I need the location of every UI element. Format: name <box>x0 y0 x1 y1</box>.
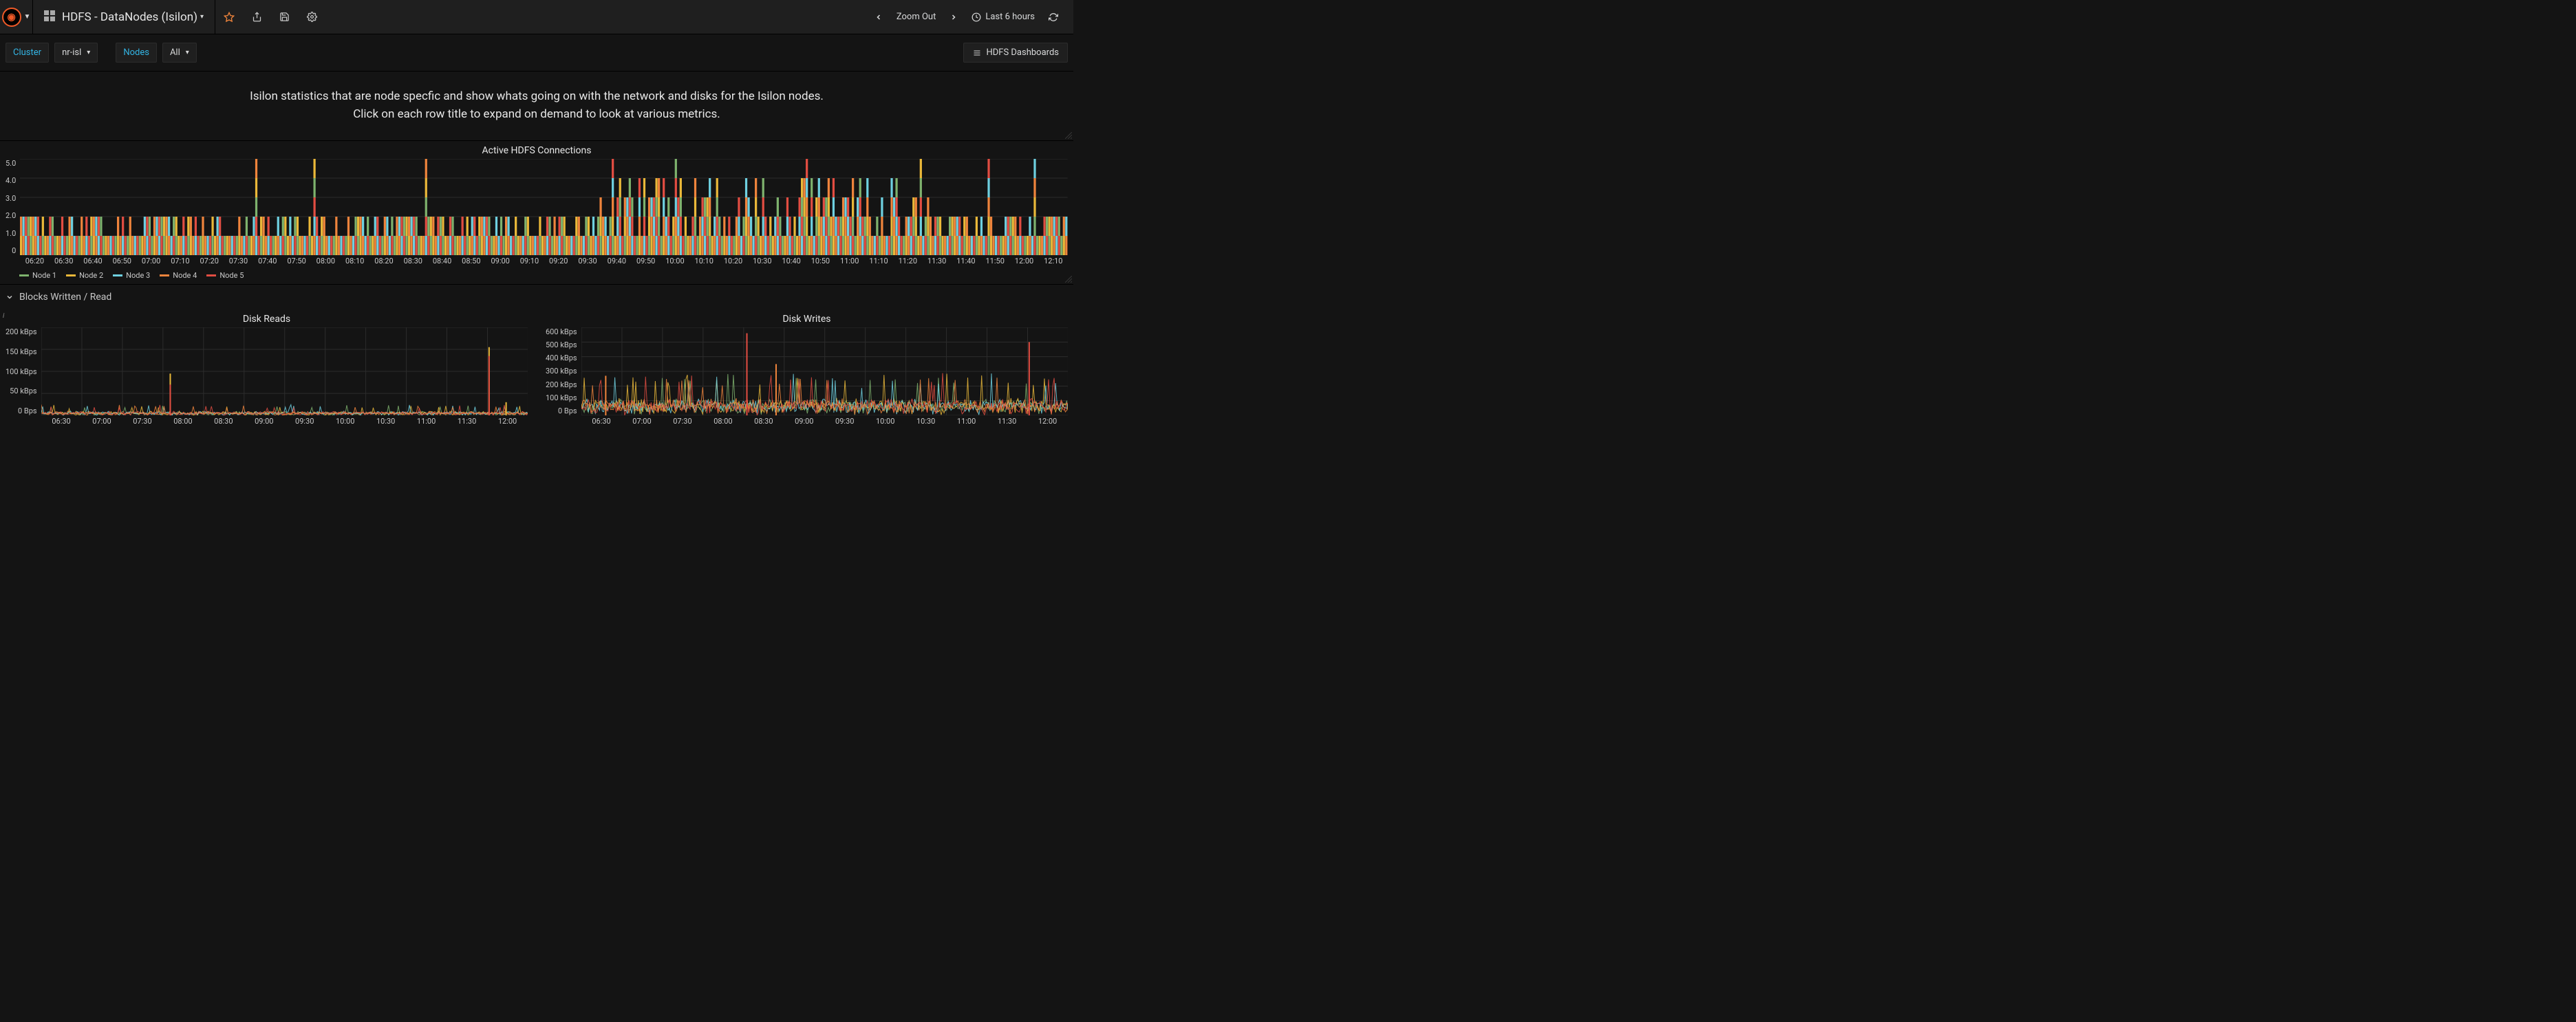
dashboard-icon <box>44 10 55 24</box>
zoom-out-button[interactable]: Zoom Out <box>891 8 941 26</box>
legend-item[interactable]: Node 1 <box>19 271 56 280</box>
row-header[interactable]: Blocks Written / Read <box>0 285 1073 309</box>
y-axis: 600 kBps500 kBps400 kBps300 kBps200 kBps… <box>546 327 581 415</box>
legend: Node 1 Node 2 Node 3 Node 4 Node 5 <box>0 267 1073 284</box>
panel-title: Disk Reads <box>0 309 533 327</box>
connections-panel: Active HDFS Connections 5.04.03.02.01.00… <box>0 141 1073 285</box>
save-icon[interactable] <box>270 0 298 34</box>
settings-icon[interactable] <box>298 0 325 34</box>
panel-title: Disk Writes <box>540 309 1073 327</box>
connections-chart[interactable] <box>20 159 1068 255</box>
time-back-button[interactable] <box>869 9 888 25</box>
share-icon[interactable] <box>243 0 270 34</box>
time-forward-button[interactable] <box>944 9 963 25</box>
grafana-logo[interactable]: ◉ ▼ <box>0 0 33 34</box>
chevron-down-icon: ▾ <box>200 13 204 21</box>
y-axis: 5.04.03.02.01.00 <box>6 159 20 255</box>
legend-item[interactable]: Node 2 <box>66 271 103 280</box>
resize-handle-icon[interactable] <box>1065 132 1072 139</box>
row-title: Blocks Written / Read <box>19 292 111 303</box>
x-axis: 06:3007:0007:3008:0008:3009:0009:3010:00… <box>581 415 1068 426</box>
description-line: Isilon statistics that are node specfic … <box>7 89 1066 103</box>
toolbar <box>215 0 325 34</box>
disk-writes-chart[interactable] <box>581 327 1068 415</box>
x-axis: 06:2006:3006:4006:5007:0007:1007:2007:30… <box>20 255 1068 265</box>
info-icon[interactable]: i <box>3 312 4 320</box>
y-axis: 200 kBps150 kBps100 kBps50 kBps0 Bps <box>6 327 41 415</box>
disk-reads-chart[interactable] <box>41 327 528 415</box>
var-nodes-value[interactable]: All▾ <box>162 43 197 63</box>
disk-writes-panel: Disk Writes 600 kBps500 kBps400 kBps300 … <box>540 309 1073 427</box>
dashboard-title: HDFS - DataNodes (Isilon) <box>62 10 197 24</box>
description-panel: Isilon statistics that are node specfic … <box>0 72 1073 141</box>
var-nodes-label: Nodes <box>116 43 157 63</box>
legend-item[interactable]: Node 4 <box>160 271 197 280</box>
top-nav: ◉ ▼ HDFS - DataNodes (Isilon) ▾ Zoom Out <box>0 0 1073 34</box>
disk-reads-panel: i Disk Reads 200 kBps150 kBps100 kBps50 … <box>0 309 533 427</box>
var-cluster-label: Cluster <box>6 43 49 63</box>
var-cluster-value[interactable]: nr-isl▾ <box>54 43 98 63</box>
variable-bar: Cluster nr-isl▾ Nodes All▾ HDFS Dashboar… <box>0 34 1073 72</box>
disk-panels-row: i Disk Reads 200 kBps150 kBps100 kBps50 … <box>0 309 1073 427</box>
panel-title: Active HDFS Connections <box>0 141 1073 159</box>
time-range-button[interactable]: Last 6 hours <box>966 8 1040 26</box>
chevron-down-icon: ▼ <box>24 13 31 21</box>
chevron-down-icon <box>6 293 14 301</box>
legend-item[interactable]: Node 5 <box>206 271 244 280</box>
resize-handle-icon[interactable] <box>1065 276 1072 283</box>
x-axis: 06:3007:0007:3008:0008:3009:0009:3010:00… <box>41 415 528 426</box>
legend-item[interactable]: Node 3 <box>113 271 150 280</box>
description-line: Click on each row title to expand on dem… <box>7 107 1066 121</box>
dashboards-link-button[interactable]: HDFS Dashboards <box>963 43 1068 63</box>
dashboard-title-button[interactable]: HDFS - DataNodes (Isilon) ▾ <box>33 0 215 34</box>
time-controls: Zoom Out Last 6 hours <box>859 8 1073 26</box>
refresh-button[interactable] <box>1043 8 1064 26</box>
star-icon[interactable] <box>215 0 243 34</box>
